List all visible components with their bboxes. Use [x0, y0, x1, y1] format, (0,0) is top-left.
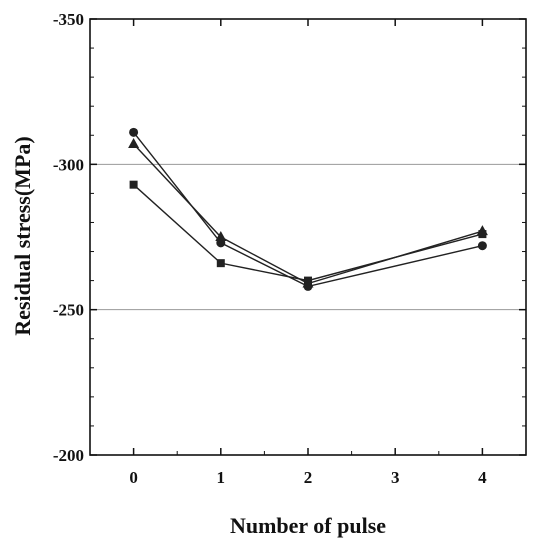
data-series	[128, 127, 488, 291]
data-point-triangle	[302, 277, 314, 288]
data-point-square	[129, 180, 138, 189]
series-line-triangle	[133, 143, 483, 285]
x-tick-label: 4	[478, 468, 487, 487]
data-point-triangle	[476, 225, 488, 236]
x-tick-label: 0	[129, 468, 138, 487]
x-tick-label: 1	[217, 468, 226, 487]
data-point-square	[216, 259, 225, 268]
y-tick-label: -200	[53, 446, 84, 465]
y-tick-label: -350	[53, 10, 84, 29]
y-tick-label: -250	[53, 301, 84, 320]
x-tick-label: 3	[391, 468, 400, 487]
y-tick-label: -300	[53, 155, 84, 174]
axes: -350 -300 -250 -200 0 1 2 3 4	[53, 10, 527, 487]
series-line-circle	[133, 131, 483, 288]
y-axis-title: Residual stress(MPa)	[10, 136, 35, 335]
data-point-circle	[477, 241, 487, 251]
grid-lines	[90, 163, 526, 311]
data-point-triangle	[128, 137, 140, 148]
data-point-triangle	[215, 231, 227, 241]
x-tick-label: 2	[304, 468, 313, 487]
data-point-circle	[129, 127, 139, 137]
x-axis-title: Number of pulse	[230, 513, 386, 538]
